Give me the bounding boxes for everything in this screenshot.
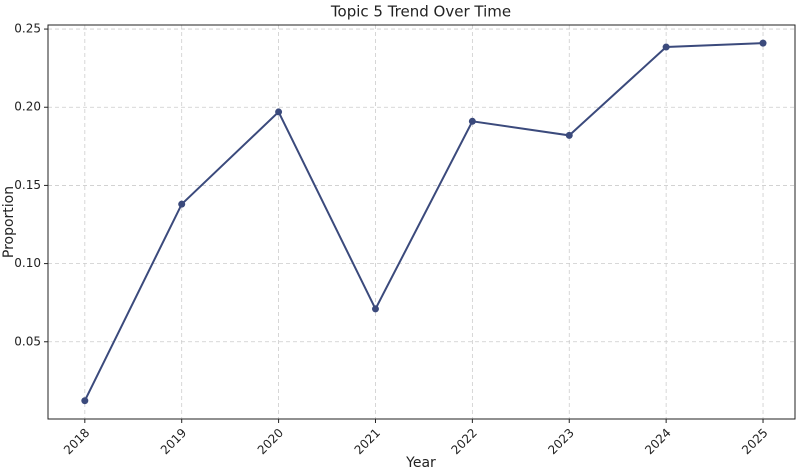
x-tick-label: 2023 [545,426,576,457]
point [565,131,573,139]
y-axis-label: Proportion [1,186,17,258]
x-tick-label: 2018 [61,426,92,457]
x-axis-label: Year [405,455,436,471]
point [81,397,89,405]
x-tick-label: 2025 [739,426,770,457]
y-tick-label: 0.15 [14,178,41,192]
x-tick-label: 2024 [642,426,673,457]
y-tick-label: 0.20 [14,100,41,114]
line [83,42,764,402]
x-tick-label: 2019 [158,426,189,457]
point [662,43,670,51]
x-tick-label: 2021 [352,426,383,457]
y-tick-label: 0.05 [14,334,41,348]
point [371,305,379,313]
point [275,108,283,116]
point [468,117,476,125]
y-tick-label: 0.25 [14,22,41,36]
x-tick-label: 2020 [255,426,286,457]
point [178,200,186,208]
chart-title: Topic 5 Trend Over Time [330,3,511,21]
plot-frame [47,24,796,420]
y-tick-label: 0.10 [14,256,41,270]
point [759,39,767,47]
x-tick-label: 2022 [448,426,479,457]
